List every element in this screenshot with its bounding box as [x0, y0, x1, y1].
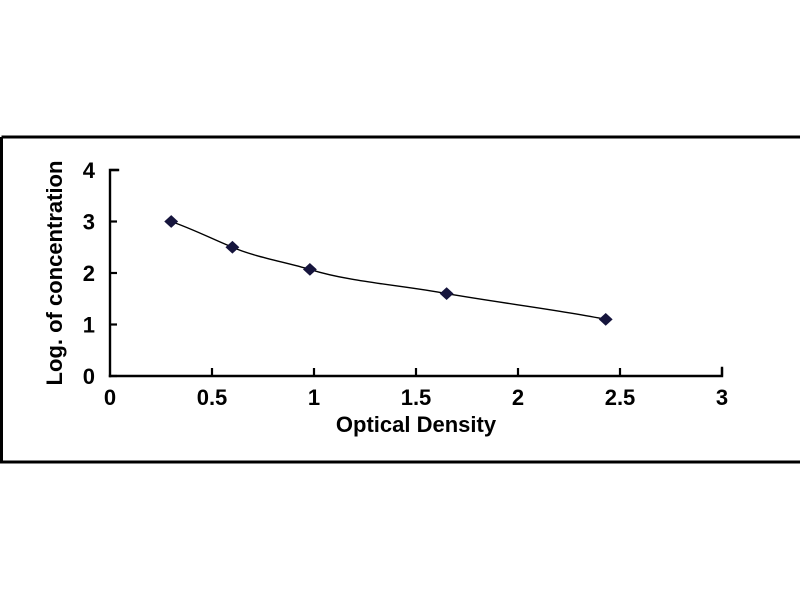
svg-text:2.5: 2.5: [605, 385, 636, 410]
svg-text:2: 2: [512, 385, 524, 410]
svg-text:2: 2: [83, 261, 95, 286]
svg-text:0: 0: [83, 364, 95, 389]
svg-text:1.5: 1.5: [401, 385, 432, 410]
svg-text:3: 3: [83, 210, 95, 235]
svg-text:Log. of concentration: Log. of concentration: [42, 161, 67, 386]
svg-text:0: 0: [104, 385, 116, 410]
svg-text:4: 4: [83, 158, 96, 183]
svg-text:1: 1: [308, 385, 320, 410]
svg-text:1: 1: [83, 313, 95, 338]
svg-text:Optical Density: Optical Density: [336, 412, 497, 437]
svg-text:0.5: 0.5: [197, 385, 228, 410]
svg-text:3: 3: [716, 385, 728, 410]
